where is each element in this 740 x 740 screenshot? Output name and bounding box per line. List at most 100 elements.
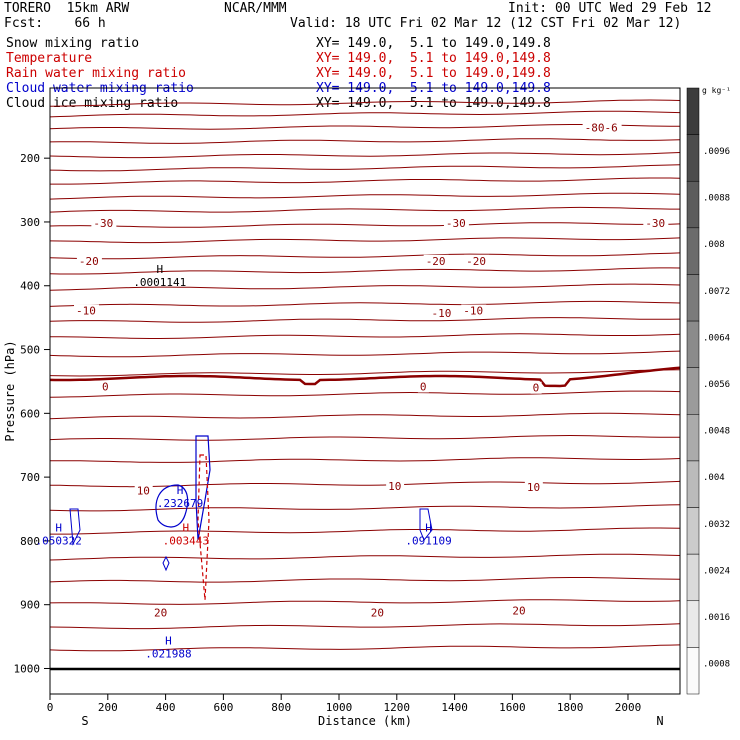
- contour-label-bg: [368, 606, 387, 619]
- contour-label: 20: [371, 606, 384, 619]
- colorbar-label: .0008: [703, 660, 730, 670]
- legend-label-snow: Snow mixing ratio: [6, 36, 140, 51]
- maximum-value: .0001141: [133, 276, 186, 289]
- colorbar-label: .0064: [703, 333, 730, 343]
- colorbar-cell: [686, 274, 700, 322]
- colorbar: .0096 .0088 .008 .0072 .0064 .0056 .0048 .004 .0…: [686, 86, 731, 695]
- isotherm-line: [49, 206, 680, 213]
- y-tick-label: 200: [20, 152, 40, 165]
- contour-label-bg: [74, 304, 100, 317]
- isotherm-line: [49, 300, 681, 307]
- maximum-value: .050322: [35, 534, 81, 547]
- maximum-marker: H: [55, 521, 62, 534]
- isotherm-line: [49, 138, 681, 144]
- cloud-water-contour: [195, 435, 211, 541]
- freezing-level-isotherm: [49, 366, 681, 388]
- x-tick-label: 1600: [499, 701, 526, 714]
- y-tick-label: 600: [20, 407, 40, 420]
- y-tick-label: 700: [20, 471, 40, 484]
- colorbar-label: .0072: [703, 287, 730, 297]
- plot-frame: [49, 87, 681, 695]
- colorbar-cell: [686, 180, 700, 229]
- maximum-value: .021988: [145, 647, 191, 660]
- isotherm-line: [49, 504, 681, 512]
- colorbar-cell: [686, 460, 700, 508]
- colorbar-label: .0016: [703, 613, 730, 623]
- isotherm-line: [49, 623, 681, 630]
- temperature-contours: [49, 99, 681, 671]
- contour-label: -10: [431, 307, 451, 320]
- contour-label: -10: [463, 305, 483, 318]
- x-tick-label: 200: [98, 701, 118, 714]
- isotherm-line: [49, 317, 681, 323]
- contour-label-bg: [417, 380, 429, 393]
- x-tick-label: 1800: [557, 701, 584, 714]
- contour-label: 10: [137, 484, 150, 497]
- contour-label-bg: [100, 380, 112, 393]
- isotherm-line: [50, 177, 681, 185]
- colorbar-cell: [686, 414, 700, 462]
- cloud-water-contour: [419, 508, 433, 541]
- contour-label-bg: [461, 304, 487, 317]
- contour-label: -10: [76, 305, 96, 318]
- isotherm-line: [49, 480, 681, 488]
- contour-label-bg: [91, 217, 117, 230]
- maximum-value: .091109: [405, 534, 451, 547]
- isotherm-line: [50, 333, 681, 339]
- cloud-water-contour: [155, 484, 189, 528]
- x-axis-label: Distance (km): [318, 714, 412, 728]
- colorbar-cell: [686, 367, 700, 415]
- isotherm-line: [49, 222, 681, 228]
- contour-label-bg: [643, 217, 669, 230]
- colorbar-label: .0056: [703, 380, 730, 390]
- moisture-features: [69, 435, 433, 601]
- contour-label: -20: [79, 255, 99, 268]
- contour-label-bg: [423, 254, 449, 267]
- isotherm-line: [49, 457, 681, 463]
- x-tick-label: 1400: [441, 701, 468, 714]
- isotherm-line: [49, 124, 680, 130]
- maximum-marker: H: [157, 263, 164, 276]
- colorbar-cell: [686, 600, 700, 648]
- isotherm-line: [49, 237, 681, 244]
- x-tick-label: 400: [156, 701, 176, 714]
- contour-label-bg: [386, 479, 405, 492]
- maximum-marker: H: [425, 521, 432, 534]
- isotherm-line: [49, 283, 681, 291]
- x-end-label-right: N: [656, 714, 663, 728]
- colorbar-cell: [686, 227, 700, 275]
- isotherm-line: [50, 527, 681, 535]
- contour-label: 20: [154, 606, 167, 619]
- contour-label-bg: [510, 604, 529, 617]
- colorbar-cell: [686, 134, 700, 182]
- contour-label: -30: [645, 217, 665, 230]
- x-tick-label: 2000: [615, 701, 642, 714]
- contour-label-bg: [582, 121, 622, 134]
- legend-xy-temperature: XY= 149.0, 5.1 to 149.0,149.8: [316, 51, 551, 66]
- maximum-marker: H: [177, 484, 184, 497]
- contour-label: 10: [388, 480, 401, 493]
- contour-label: -20: [426, 255, 446, 268]
- isotherm-line: [49, 192, 681, 200]
- maximum-marker: H: [183, 521, 190, 534]
- legend-xy-cloud-ice: XY= 149.0, 5.1 to 149.0,149.8: [316, 96, 551, 111]
- contour-label-bg: [530, 381, 542, 394]
- isotherm-line: [49, 267, 681, 275]
- isotherm-line: [49, 369, 681, 377]
- isotherm-line: [49, 434, 680, 441]
- contour-label: 0: [533, 382, 540, 395]
- valid-time: Valid: 18 UTC Fri 02 Mar 12 (12 CST Fri …: [290, 16, 682, 31]
- isotherm-line: [49, 644, 681, 652]
- isotherm-line: [49, 99, 681, 107]
- contour-label-bg: [429, 307, 455, 320]
- legend-label-rain: Rain water mixing ratio: [6, 66, 187, 81]
- colorbar-cell: [686, 553, 700, 602]
- isotherm-line: [49, 164, 681, 172]
- x-tick-label: 800: [271, 701, 291, 714]
- colorbar-label: .0096: [703, 147, 730, 157]
- y-tick-label: 500: [20, 344, 40, 357]
- isotherm-line: [49, 152, 681, 159]
- isotherm-line: [49, 390, 681, 398]
- colorbar-label: .004: [703, 473, 725, 483]
- forecast-hour: Fcst: 66 h: [4, 16, 106, 31]
